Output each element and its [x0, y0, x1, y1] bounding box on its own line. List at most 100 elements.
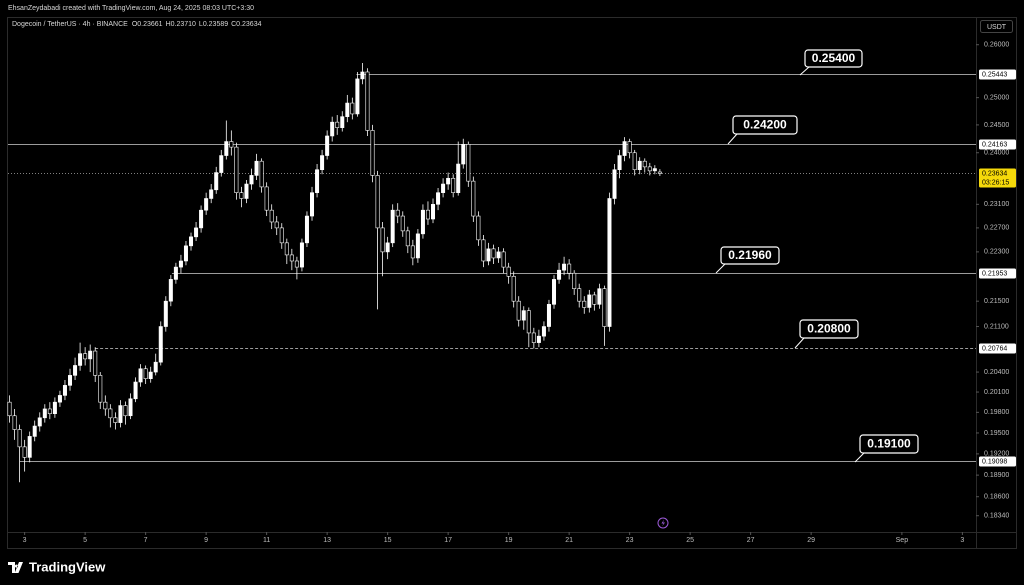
candle-body: [642, 160, 647, 168]
candle-body: [113, 417, 118, 423]
chart-frame: [7, 17, 1017, 549]
candle-body: [274, 221, 279, 229]
candle-body: [516, 300, 521, 321]
plot-area: [7, 63, 976, 483]
candle-body: [617, 155, 622, 171]
x-tick-label: 27: [747, 537, 755, 544]
candle-body: [42, 408, 47, 419]
y-tick-label: 0.25000: [984, 94, 1009, 101]
y-tick-label: 0.19800: [984, 409, 1009, 416]
candle-body: [310, 192, 315, 217]
x-tick-label: 19: [505, 537, 513, 544]
candle-body: [330, 121, 335, 137]
ohlc-open: O0.23661: [132, 21, 163, 28]
annotation-label: 0.24200: [743, 118, 787, 132]
symbol-legend: Dogecoin / TetherUS · 4h · BINANCE O0.236…: [12, 21, 262, 28]
y-tick-label: 0.21500: [984, 298, 1009, 305]
price-line-tag-label: 0.20764: [982, 345, 1007, 352]
candle-body: [12, 415, 17, 430]
candle-body: [289, 254, 294, 262]
candle-body: [340, 116, 345, 128]
x-tick-label: 17: [444, 537, 452, 544]
candle-body: [385, 242, 390, 253]
candle-body: [83, 353, 88, 360]
candle-body: [350, 102, 355, 115]
candle-body: [47, 408, 52, 415]
candle-body: [315, 169, 320, 193]
candle-body: [88, 350, 93, 360]
annotation: 0.25400: [799, 49, 863, 76]
annotation-pointer: [794, 337, 805, 349]
icon-ring: [657, 517, 669, 529]
candle-body: [320, 155, 325, 171]
candle-body: [304, 215, 309, 244]
current-price-tag: [979, 168, 1016, 188]
candle-body: [269, 209, 274, 223]
x-tick-label: 29: [807, 537, 815, 544]
candle-body: [168, 279, 173, 302]
candle-body: [78, 353, 83, 366]
candle-body: [299, 242, 304, 268]
annotation: 0.19100: [854, 434, 919, 463]
candle-body: [133, 381, 138, 400]
y-tick-label: 0.26000: [984, 42, 1009, 49]
candle-body: [178, 260, 183, 268]
logo: [8, 562, 23, 573]
candle-body: [536, 335, 541, 343]
candle-body: [17, 429, 22, 448]
price-line-tag: [979, 69, 1016, 80]
candle-body: [108, 408, 113, 419]
candle-body: [360, 71, 365, 80]
candle-body: [647, 166, 652, 172]
candle-body: [400, 215, 405, 232]
candle-body: [622, 141, 627, 156]
candle-body: [552, 279, 557, 305]
annotation-box: [799, 319, 859, 339]
candle-body: [441, 183, 446, 193]
price-line-tag-label: 0.25443: [982, 71, 1007, 78]
annotation-pointer: [799, 66, 810, 76]
x-tick-label: 23: [626, 537, 634, 544]
candle-body: [7, 401, 12, 417]
candle-body: [491, 248, 496, 259]
y-tick-label: 0.18900: [984, 472, 1009, 479]
logo-text: TradingView: [29, 559, 106, 574]
candle-body: [582, 300, 587, 308]
candle-body: [93, 350, 98, 376]
candle-body: [531, 332, 536, 343]
candle-body: [62, 385, 67, 396]
annotation-pointer: [854, 452, 865, 463]
candle-body: [632, 152, 637, 171]
candle-body: [158, 326, 163, 363]
candle-body: [259, 160, 264, 188]
x-tick-label: 25: [686, 537, 694, 544]
y-tick-label: 0.22700: [984, 225, 1009, 232]
annotation-box: [732, 115, 798, 135]
annotation: 0.20800: [794, 319, 859, 349]
candle-body: [541, 326, 546, 337]
x-tick-label: 7: [144, 537, 148, 544]
candle-body: [546, 304, 551, 327]
y-tick-label: 0.21100: [984, 323, 1009, 330]
credit: EhsanZeydabadi created with TradingView.…: [8, 5, 254, 12]
y-tick-label: 0.18340: [984, 513, 1009, 520]
candle-body: [557, 269, 562, 280]
candle-body: [355, 78, 360, 115]
candle-body: [446, 177, 451, 185]
candle-body: [456, 163, 461, 193]
candle-body: [420, 209, 425, 235]
candle-body: [577, 288, 582, 302]
candle-body: [103, 401, 108, 410]
candle-body: [562, 263, 567, 271]
currency-button[interactable]: [980, 20, 1013, 33]
replay-icon[interactable]: [657, 517, 669, 529]
candle-body: [471, 180, 476, 217]
price-line-tag-label: 0.21953: [982, 270, 1007, 277]
candle-body: [466, 144, 471, 182]
y-tick-label: 0.19200: [984, 451, 1009, 458]
annotation-label: 0.25400: [812, 51, 856, 65]
candle-body: [572, 272, 577, 289]
candle-body: [183, 245, 188, 262]
candle-body: [597, 288, 602, 305]
